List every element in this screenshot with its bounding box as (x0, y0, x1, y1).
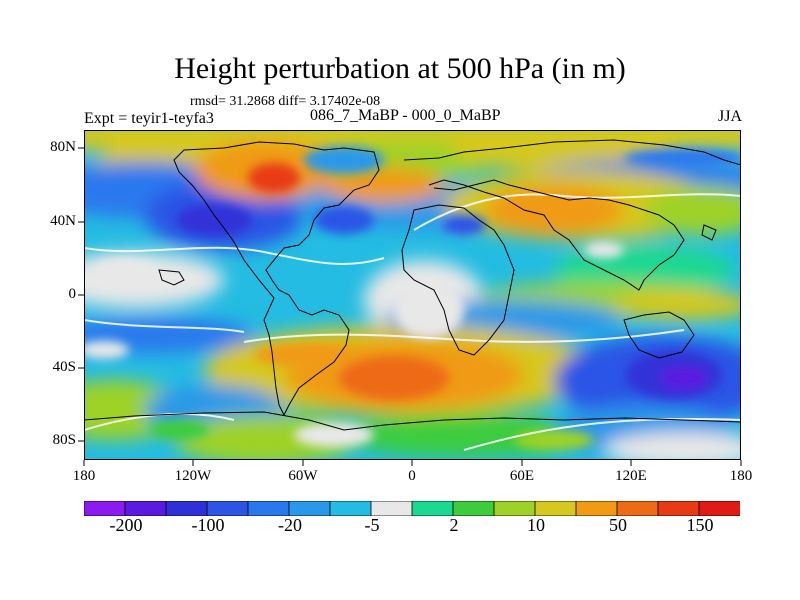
colorbar-label: 2 (449, 515, 459, 535)
x-tick-label: 180 (729, 468, 753, 484)
colorbar-swatch (657, 501, 700, 516)
colorbar-swatch (616, 501, 659, 516)
colorbar-swatch (411, 501, 454, 516)
zero-contours (84, 193, 741, 451)
colorbar-swatch (124, 501, 167, 516)
colorbar-swatch (84, 501, 126, 516)
field-base-layer (84, 130, 741, 460)
y-tick-label: 0 (68, 286, 77, 302)
colorbar-label: -5 (364, 515, 380, 535)
plot-title: Height perturbation at 500 hPa (in m) (174, 52, 626, 85)
colorbar-label: -20 (278, 515, 302, 535)
colorbar-swatch (370, 501, 413, 516)
x-tick-label: 0 (408, 468, 416, 484)
colorbar-label: 150 (686, 515, 714, 535)
y-tick-label: 80S (52, 432, 76, 448)
colorbar-swatch (165, 501, 208, 516)
colorbar-swatch (575, 501, 618, 516)
y-tick-label: 40S (52, 359, 76, 375)
rmsd-diff-stats: rmsd= 31.2868 diff= 3.17402e-08 (190, 94, 381, 109)
colorbar-label: -200 (109, 515, 143, 535)
map-svg (84, 130, 741, 460)
colorbar-label: 50 (609, 515, 627, 535)
colorbar (84, 501, 740, 516)
height-perturbation-map (84, 130, 741, 460)
colorbar-swatch (247, 501, 290, 516)
colorbar-label: -100 (191, 515, 225, 535)
period-label: 086_7_MaBP - 000_0_MaBP (310, 107, 501, 124)
x-tick-label: 60E (509, 468, 535, 484)
colorbar-swatch (452, 501, 495, 516)
colorbar-swatch (206, 501, 249, 516)
colorbar-swatch (698, 501, 740, 516)
y-tick-label: 80N (50, 139, 76, 155)
colorbar-swatch (534, 501, 577, 516)
colorbar-swatch (288, 501, 331, 516)
coastlines (84, 139, 741, 431)
colorbar-label: 10 (527, 515, 545, 535)
y-tick-label: 40N (50, 213, 76, 229)
map-frame (84, 130, 741, 460)
x-tick-label: 120E (615, 468, 647, 484)
experiment-label: Expt = teyir1-teyfa3 (84, 110, 214, 127)
colorbar-swatch (329, 501, 372, 516)
season-label: JJA (717, 108, 742, 125)
x-tick-label: 60W (288, 468, 318, 484)
x-tick-label: 120W (174, 468, 212, 484)
colorbar-swatch (493, 501, 536, 516)
x-tick-label: 180 (72, 468, 96, 484)
